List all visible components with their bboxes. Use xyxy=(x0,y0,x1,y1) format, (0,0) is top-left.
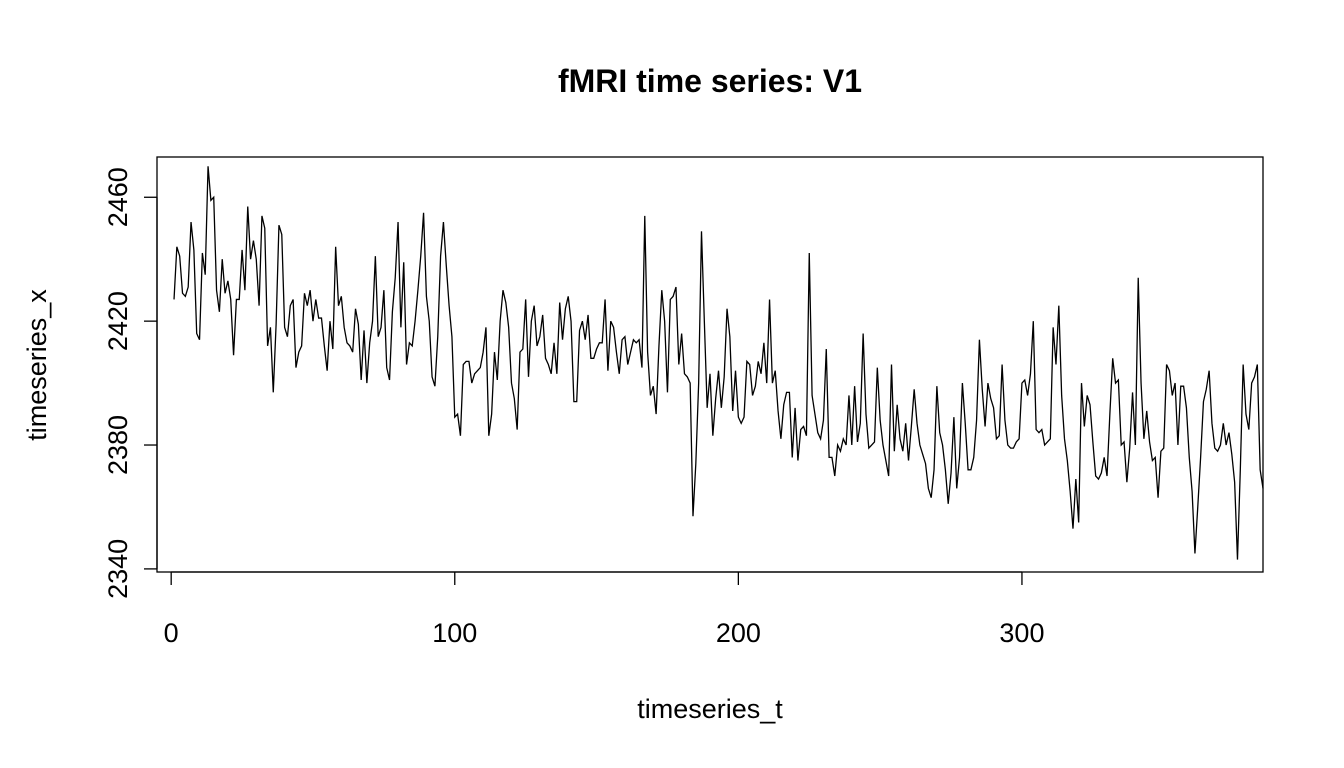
y-tick-label: 2420 xyxy=(103,291,133,351)
plot-frame xyxy=(156,156,1264,573)
x-tick-label: 300 xyxy=(999,618,1044,648)
y-axis: 2340 2380 2420 2460 xyxy=(103,167,158,599)
x-axis: 0 100 200 300 xyxy=(164,571,1044,648)
chart-title: fMRI time series: V1 xyxy=(558,63,862,99)
x-tick-label: 200 xyxy=(716,618,761,648)
y-tick-label: 2340 xyxy=(103,539,133,599)
y-tick-label: 2380 xyxy=(103,415,133,475)
x-tick-label: 0 xyxy=(164,618,179,648)
series-line xyxy=(173,166,1264,560)
x-tick-label: 100 xyxy=(432,618,477,648)
x-axis-label: timeseries_t xyxy=(637,694,783,724)
y-axis-label: timeseries_x xyxy=(22,289,52,441)
y-tick-label: 2460 xyxy=(103,167,133,227)
